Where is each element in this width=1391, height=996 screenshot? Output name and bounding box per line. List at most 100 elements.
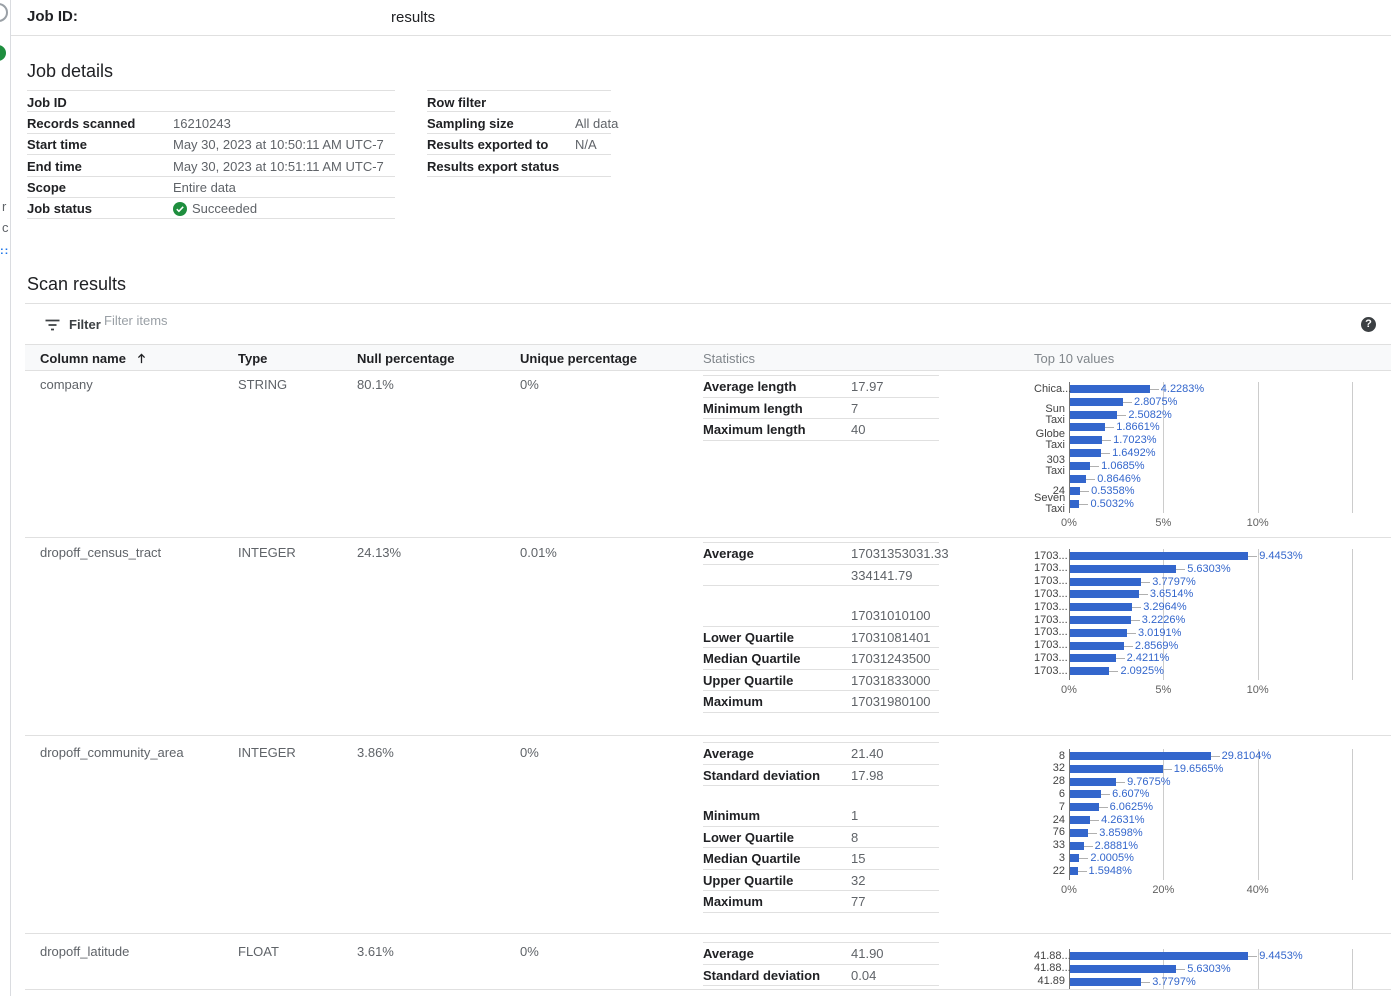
statistic-value: 17.97 [851, 379, 884, 394]
column-header-unique-percentage: Unique percentage [520, 351, 638, 366]
column-header-statistics: Statistics [703, 351, 756, 366]
detail-row: Records scanned 16210243 [27, 112, 395, 134]
statistic-label: Standard deviation [703, 967, 821, 983]
statistic-value: 1 [851, 808, 859, 823]
chart-bar [1070, 436, 1103, 445]
bar-value-annotation: 0.5358% [1091, 485, 1135, 498]
bar-value-annotation: 2.0925% [1120, 665, 1164, 678]
filter-icon [45, 319, 60, 330]
statistic-label: Average [703, 946, 754, 961]
statistic-label: Maximum length [703, 422, 806, 437]
bar-value-annotation: 29.8104% [1221, 750, 1272, 762]
detail-label: Start time [27, 137, 87, 153]
bar-axis-label: 41.88... [1034, 962, 1071, 975]
detail-row: End time May 30, 2023 at 10:51:11 AM UTC-… [27, 155, 395, 177]
statistic-label: Minimum [703, 808, 761, 823]
bar-value-annotation: 6.607% [1112, 788, 1150, 801]
annotation-leader-line [1083, 845, 1093, 847]
chart-bar [1070, 667, 1110, 676]
cell-type: STRING [238, 377, 288, 392]
chart-bar [1070, 397, 1123, 406]
detail-label: Results export status [427, 158, 560, 174]
bar-axis-label: 1703... [1034, 639, 1068, 652]
table-row: company STRING 80.1% 0% Average length 17.97 M… [25, 371, 1391, 538]
statistic-value: 40 [851, 422, 866, 437]
bar-value-annotation: 1.6492% [1112, 447, 1156, 459]
annotation-leader-line [1248, 956, 1258, 957]
bar-value-annotation: 1.0685% [1101, 459, 1145, 472]
bar-value-annotation: 2.5082% [1128, 408, 1172, 421]
bar-value-annotation: 3.7797% [1152, 575, 1196, 588]
detail-row: Sampling size All data [427, 112, 618, 134]
statistic-value: 15 [851, 851, 866, 866]
statistic-value: 17031980100 [851, 694, 931, 709]
detail-label: End time [27, 158, 82, 174]
annotation-leader-line [1080, 491, 1090, 493]
bar-value-annotation: 1.5948% [1088, 865, 1132, 878]
statistics-row: Upper Quartile 17031833000 [703, 670, 939, 691]
chart-bar [1070, 854, 1080, 863]
annotation-leader-line [1098, 807, 1108, 809]
annotation-leader-line [1101, 453, 1111, 454]
annotation-leader-line [1141, 981, 1151, 983]
annotation-leader-line [1116, 781, 1126, 783]
chart-axis-line [1069, 949, 1070, 989]
statistic-value: 17031010100 [851, 608, 931, 623]
filter-toolbar: Filter ? [25, 304, 1391, 345]
chart-x-tick-label: 0% [1061, 684, 1077, 696]
statistics-row: Lower Quartile 8 [703, 827, 939, 848]
bar-axis-label: 1703... [1034, 575, 1068, 588]
table-row: dropoff_census_tract INTEGER 24.13% 0.01% Av… [25, 538, 1391, 736]
chart-gridline [1352, 749, 1353, 880]
chart-bar [1070, 641, 1124, 650]
table-body: company STRING 80.1% 0% Average length 17.97 M… [25, 371, 1391, 990]
top-values-chart: 9.4453% 1703... 5.6303% 1703... 3.7797% 1703.… [1034, 549, 1390, 699]
statistics-gap [703, 786, 939, 805]
bar-value-annotation: 4.2631% [1101, 814, 1145, 826]
annotation-leader-line [1079, 858, 1089, 860]
chart-bar [1070, 777, 1117, 786]
bar-value-annotation: 3.6514% [1149, 588, 1194, 601]
bar-value-annotation: 6.0625% [1109, 801, 1154, 814]
detail-row: Results exported to N/A [427, 134, 611, 156]
bar-axis-label: 76 [1052, 826, 1065, 839]
statistics-row: Average 41.90 [703, 943, 939, 965]
statistics-row: Maximum length 40 [703, 419, 939, 441]
detail-row: Results export status [427, 155, 611, 177]
bar-axis-label: 28 [1052, 775, 1065, 788]
bar-axis-label: 24 [1052, 484, 1065, 497]
statistic-label: Maximum [703, 694, 763, 709]
help-icon[interactable]: ? [1361, 317, 1376, 332]
table-header: Column name Type Null percentage Unique per… [25, 345, 1391, 371]
chart-bar [1070, 423, 1106, 432]
chart-bar [1070, 552, 1249, 560]
cell-type: INTEGER [238, 745, 296, 760]
bar-value-annotation: 5.6303% [1187, 562, 1231, 575]
filter-input[interactable] [102, 312, 526, 329]
filter-button[interactable]: Filter [45, 317, 101, 332]
bar-axis-label: 1703... [1034, 549, 1068, 562]
bar-value-annotation: 3.7797% [1152, 975, 1196, 988]
bar-value-annotation: 9.4453% [1259, 950, 1303, 962]
chart-bar [1070, 867, 1078, 876]
column-header-column-name[interactable]: Column name [40, 351, 147, 366]
bar-axis-label: 1703... [1034, 613, 1068, 626]
bar-value-annotation: 2.8569% [1134, 639, 1179, 652]
status-text: Succeeded [192, 201, 258, 217]
statistics-table: Average 21.40 Standard deviation 17.98 Minim… [703, 742, 939, 913]
statistic-label: Median Quartile [703, 851, 801, 866]
bar-axis-label: Seven Taxi [1034, 492, 1066, 516]
bar-axis-label: 3 [1058, 851, 1065, 864]
statistics-table: Average length 17.97 Minimum length 7 Maximu… [703, 375, 939, 441]
cell-column-name: company [40, 377, 93, 392]
statistics-row: Minimum length 7 [703, 398, 939, 419]
chart-x-tick-label: 10% [1246, 517, 1269, 529]
bar-value-annotation: 2.0005% [1090, 852, 1134, 865]
cell-unique-percentage: 0.01% [520, 545, 557, 560]
detail-label: Job ID [27, 94, 67, 110]
statistic-label: Maximum [703, 894, 763, 909]
bar-value-annotation: 3.0191% [1137, 626, 1182, 639]
chart-bar [1070, 816, 1091, 824]
bar-value-annotation: 9.4453% [1259, 550, 1303, 562]
statistic-value: 32 [851, 872, 866, 888]
